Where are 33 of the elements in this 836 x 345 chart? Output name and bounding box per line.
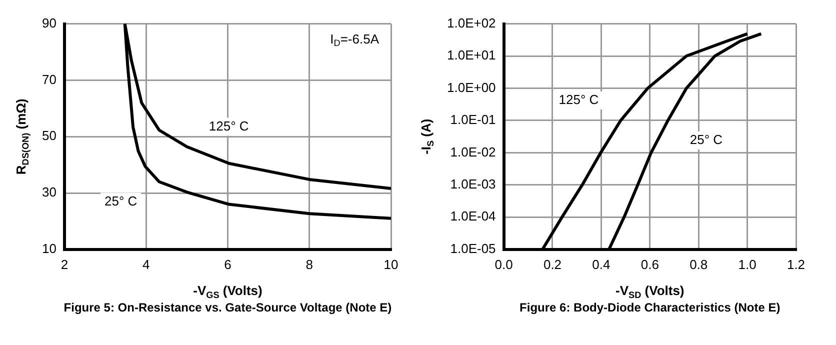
x-tick-label: 0.6 — [640, 256, 659, 272]
text: Figure 6: Body-Diode Characteristics (Note E) — [520, 300, 780, 315]
x-tick-label: 1.0 — [738, 256, 756, 272]
x-tick-label: 6 — [224, 256, 232, 272]
x-tick-label: 8 — [306, 256, 313, 272]
y-axis-title: RDS(ON) (mΩ) — [14, 98, 30, 175]
x-tick-label: 0.4 — [592, 256, 610, 272]
series-label: 125° C — [208, 118, 249, 134]
y-tick-label: 90 — [42, 15, 56, 30]
x-tick-label: 2 — [60, 256, 68, 272]
x-tick-label: 1.2 — [786, 256, 806, 272]
series-label: 25° C — [104, 193, 138, 208]
y-axis-title: -IS (A) — [418, 118, 436, 154]
y-tick-label: 1.0E+01 — [447, 48, 496, 63]
y-tick-label: 1.0E-01 — [450, 112, 496, 128]
x-tick-label: 0.0 — [494, 256, 513, 272]
y-tick-label: 1.0E-02 — [450, 144, 496, 160]
y-tick-label: 1.0E+02 — [447, 15, 496, 30]
x-tick-label: 0.2 — [543, 256, 562, 272]
y-tick-label: 70 — [42, 72, 56, 87]
y-tick-label: 1.0E-04 — [450, 208, 496, 224]
y-tick-label: 10 — [42, 240, 56, 256]
y-tick-label: 1.0E+00 — [447, 80, 496, 95]
x-tick-label: 10 — [384, 256, 398, 272]
y-tick-label: 1.0E-03 — [450, 176, 496, 192]
x-tick-label: 0.8 — [690, 256, 708, 272]
y-tick-label: 1.0E-05 — [450, 240, 496, 256]
y-tick-label: 50 — [42, 128, 56, 144]
x-tick-label: 4 — [142, 256, 150, 272]
series-label: 125° C — [558, 92, 599, 108]
text: Figure 5: On-Resistance vs. Gate-Source Voltage (Note E) — [64, 300, 392, 315]
series-label: 25° C — [690, 132, 723, 148]
y-tick-label: 30 — [42, 184, 56, 200]
